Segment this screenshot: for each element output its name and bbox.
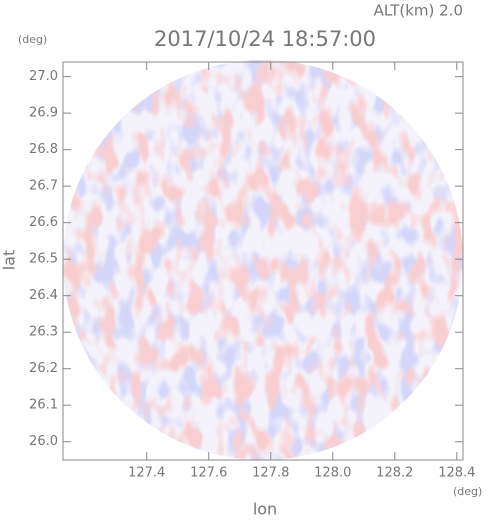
radar-field	[63, 60, 463, 460]
x-axis-label: lon	[253, 500, 277, 519]
y-tick-label: 26.5	[29, 252, 58, 267]
y-tick-label: 26.8	[29, 142, 58, 157]
y-tick-label: 26.7	[29, 179, 58, 194]
chart-title: 2017/10/24 18:57:00	[154, 27, 376, 51]
x-tick-label: 127.6	[190, 466, 227, 481]
x-unit: (deg)	[453, 485, 482, 498]
y-tick-label: 26.1	[29, 398, 58, 413]
y-unit: (deg)	[18, 33, 47, 46]
plot-frame	[62, 61, 464, 461]
y-tick-label: 26.0	[29, 434, 58, 449]
x-tick-label: 128.4	[438, 466, 475, 481]
x-tick-label: 127.4	[128, 466, 165, 481]
x-tick-label: 128.2	[376, 466, 413, 481]
y-tick-label: 27.0	[29, 69, 58, 84]
subtitle: ALT(km) 2.0	[374, 2, 463, 20]
y-axis-label: lat	[0, 250, 19, 271]
x-tick-label: 128.0	[314, 466, 351, 481]
y-tick-label: 26.3	[29, 325, 58, 340]
x-tick-label: 127.8	[252, 466, 289, 481]
y-tick-label: 26.4	[29, 288, 58, 303]
y-tick-label: 26.6	[29, 215, 58, 230]
y-tick-label: 26.9	[29, 106, 58, 121]
y-tick-label: 26.2	[29, 361, 58, 376]
